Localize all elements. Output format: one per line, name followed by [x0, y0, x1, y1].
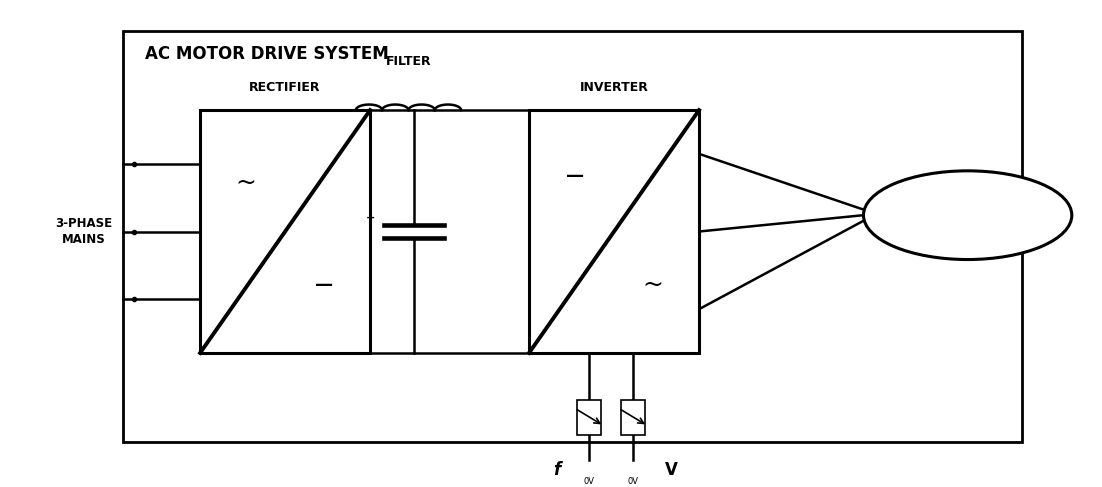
- Bar: [622, 399, 646, 434]
- Bar: [577, 399, 602, 434]
- Text: —: —: [315, 276, 333, 294]
- Text: ~: ~: [236, 171, 257, 194]
- Text: AC MOTOR DRIVE SYSTEM: AC MOTOR DRIVE SYSTEM: [145, 45, 389, 63]
- Text: f: f: [553, 461, 560, 479]
- Text: FILTER: FILTER: [386, 55, 431, 68]
- Text: —: —: [566, 167, 584, 185]
- Circle shape: [864, 171, 1072, 260]
- Text: ~: ~: [960, 219, 976, 237]
- Text: 0V: 0V: [628, 477, 639, 486]
- Bar: [529, 110, 699, 353]
- Bar: [201, 110, 370, 353]
- Text: +: +: [366, 213, 375, 223]
- Bar: [123, 31, 1023, 442]
- Text: RECTIFIER: RECTIFIER: [249, 81, 321, 94]
- Text: INVERTER: INVERTER: [580, 81, 648, 94]
- Text: V: V: [666, 461, 678, 479]
- Text: M: M: [955, 191, 980, 216]
- Text: 0V: 0V: [584, 477, 595, 486]
- Text: 3-PHASE
MAINS: 3-PHASE MAINS: [55, 217, 112, 246]
- Text: ~: ~: [642, 273, 663, 297]
